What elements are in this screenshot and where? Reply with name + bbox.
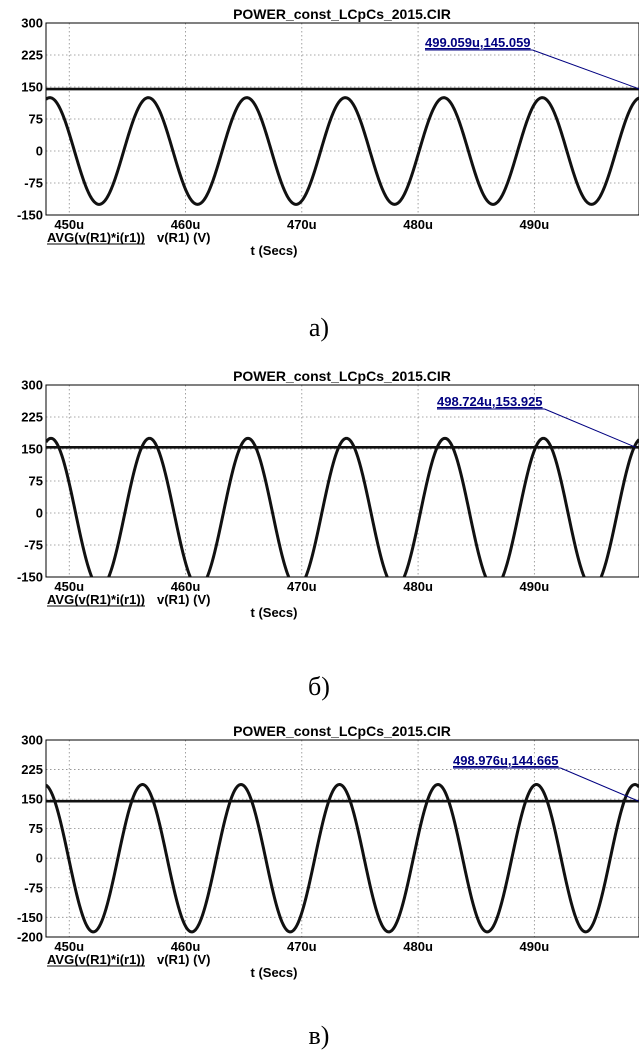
x-axis-label: t (Secs)	[251, 605, 298, 620]
series-line-vR1	[46, 96, 639, 206]
cursor-leader-line	[532, 49, 639, 90]
plot-frame	[45, 384, 639, 578]
panel-caption: в)	[309, 1021, 330, 1050]
x-tick-label: 470u	[287, 579, 317, 594]
legend-entry-vR1: v(R1) (V)	[157, 952, 210, 967]
plot-frame	[45, 739, 639, 938]
legend-entry-avg-power: AVG(v(R1)*i(r1))	[47, 952, 145, 967]
y-tick-label: 225	[21, 48, 43, 63]
plot-frame	[45, 22, 639, 216]
series-line-vR1	[46, 783, 639, 934]
x-tick-label: 480u	[403, 939, 433, 954]
cursor-readout: 498.724u,153.925	[437, 394, 543, 409]
series-line-vR1	[46, 436, 639, 577]
y-tick-label: 300	[21, 378, 43, 393]
x-tick-label: 490u	[520, 939, 550, 954]
y-tick-label: 0	[36, 506, 43, 521]
x-tick-label: 460u	[171, 217, 201, 232]
y-tick-label: -75	[24, 176, 43, 191]
y-tick-label: 150	[21, 80, 43, 95]
x-tick-label: 480u	[403, 579, 433, 594]
y-tick-label: 150	[21, 792, 43, 807]
y-tick-label: 225	[21, 762, 43, 777]
x-tick-label: 450u	[54, 579, 84, 594]
legend-entry-avg-power: AVG(v(R1)*i(r1))	[47, 230, 145, 245]
chart-panel-3: POWER_const_LCpCs_2015.CIR 300 225 150 75 0 -7…	[17, 723, 639, 1050]
x-tick-label: 450u	[54, 939, 84, 954]
x-tick-label: 490u	[520, 217, 550, 232]
x-tick-label: 470u	[287, 217, 317, 232]
y-tick-label: -150	[17, 208, 43, 223]
x-tick-label: 470u	[287, 939, 317, 954]
y-tick-label: 0	[36, 851, 43, 866]
legend-entry-vR1: v(R1) (V)	[157, 592, 210, 607]
chart-title: POWER_const_LCpCs_2015.CIR	[233, 723, 451, 739]
y-tick-label: -75	[24, 538, 43, 553]
x-tick-label: 460u	[171, 579, 201, 594]
legend-entry-avg-power: AVG(v(R1)*i(r1))	[47, 592, 145, 607]
x-tick-label: 490u	[520, 579, 550, 594]
y-tick-label: 75	[29, 112, 43, 127]
x-axis-label: t (Secs)	[251, 243, 298, 258]
cursor-readout: 499.059u,145.059	[425, 35, 531, 50]
y-tick-label: 150	[21, 442, 43, 457]
cursor-readout: 498.976u,144.665	[453, 753, 559, 768]
chart-panel-1: POWER_const_LCpCs_2015.CIR 300 225 150 75 0 -7…	[17, 6, 639, 342]
y-tick-label: -150	[17, 910, 43, 925]
legend-entry-vR1: v(R1) (V)	[157, 230, 210, 245]
y-tick-label: -75	[24, 880, 43, 895]
cursor-leader-line	[544, 408, 636, 448]
chart-panel-2: POWER_const_LCpCs_2015.CIR 300 225 150 75 0 -7…	[17, 368, 639, 701]
x-tick-label: 450u	[54, 217, 84, 232]
panel-caption: б)	[308, 672, 330, 701]
y-tick-label: 225	[21, 410, 43, 425]
y-tick-label: 0	[36, 144, 43, 159]
y-tick-label: -200	[17, 930, 43, 945]
y-tick-label: 75	[29, 821, 43, 836]
panel-caption: а)	[309, 313, 329, 342]
cursor-leader-line	[560, 767, 639, 802]
y-tick-label: 75	[29, 474, 43, 489]
y-tick-label: 300	[21, 16, 43, 31]
y-tick-label: 300	[21, 733, 43, 748]
x-tick-label: 480u	[403, 217, 433, 232]
chart-title: POWER_const_LCpCs_2015.CIR	[233, 6, 451, 22]
y-tick-label: -150	[17, 570, 43, 585]
chart-title: POWER_const_LCpCs_2015.CIR	[233, 368, 451, 384]
x-tick-label: 460u	[171, 939, 201, 954]
x-axis-label: t (Secs)	[251, 965, 298, 980]
